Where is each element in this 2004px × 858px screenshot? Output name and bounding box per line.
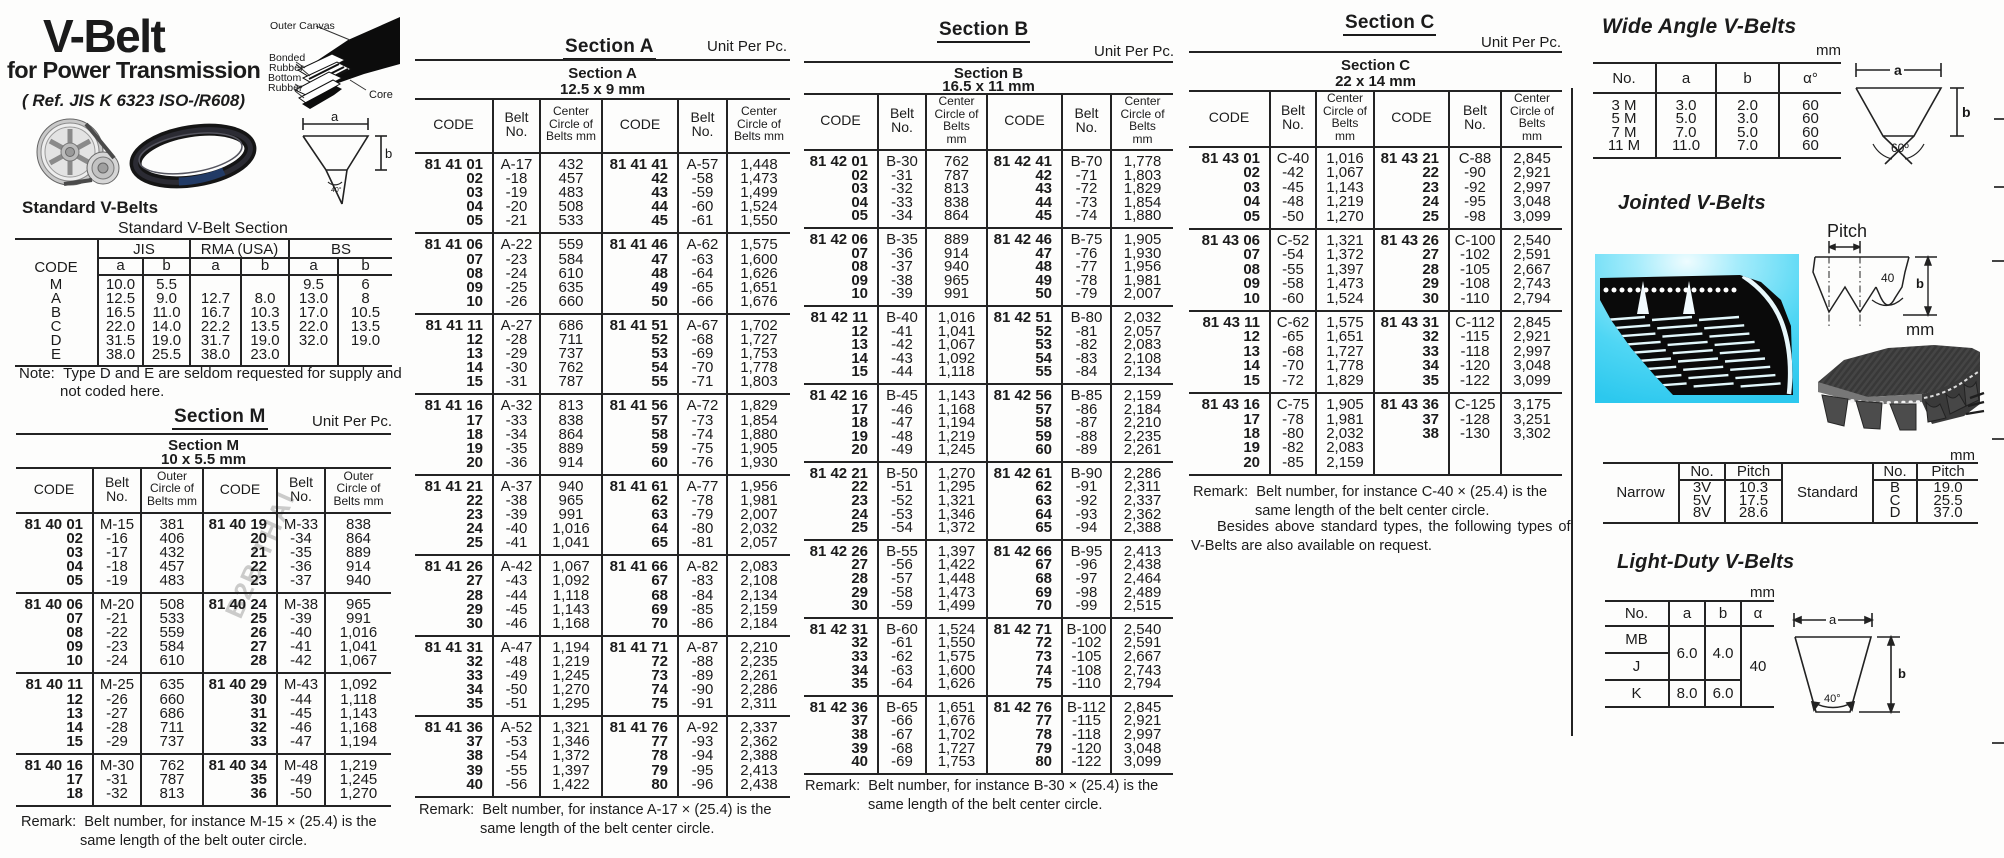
svg-text:a: a bbox=[1829, 612, 1837, 627]
svg-text:40: 40 bbox=[1881, 271, 1895, 285]
svg-text:b: b bbox=[1962, 104, 1971, 120]
svg-text:Bonded: Bonded bbox=[269, 52, 305, 64]
svg-text:Core: Core bbox=[369, 89, 393, 101]
svg-text:b: b bbox=[1916, 276, 1924, 291]
svg-text:40°: 40° bbox=[1824, 693, 1841, 705]
svg-text:60º: 60º bbox=[1891, 141, 1909, 155]
svg-text:Rubber: Rubber bbox=[268, 82, 303, 94]
svg-text:b: b bbox=[385, 146, 392, 161]
svg-text:b: b bbox=[1898, 666, 1906, 681]
svg-text:Rubber: Rubber bbox=[269, 62, 304, 74]
svg-text:Bottom: Bottom bbox=[268, 72, 302, 84]
svg-text:Outer Canvas: Outer Canvas bbox=[270, 20, 335, 32]
svg-text:a: a bbox=[1894, 62, 1902, 78]
svg-text:40°: 40° bbox=[331, 186, 342, 194]
svg-text:a: a bbox=[331, 109, 339, 124]
